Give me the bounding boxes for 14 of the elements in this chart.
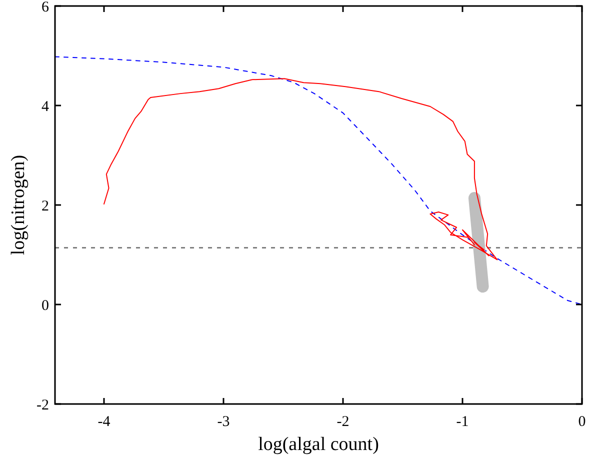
y-tick-label: 0 [42,298,49,314]
y-axis-title: log(nitrogen) [8,154,29,256]
y-tick-label: -2 [36,397,49,414]
line-series [55,56,582,305]
line-series [103,78,498,260]
x-axis-title: log(algal count) [258,434,379,455]
x-tick-label: -4 [98,414,111,430]
y-tick-label: 4 [42,98,50,115]
x-tick-label: 0 [578,414,586,430]
x-tick-label: -2 [336,414,350,430]
y-tick-label: 6 [42,0,50,16]
y-tick-label: 2 [42,198,49,214]
x-tick-label: -3 [217,414,230,430]
x-tick-label: -1 [456,414,469,430]
